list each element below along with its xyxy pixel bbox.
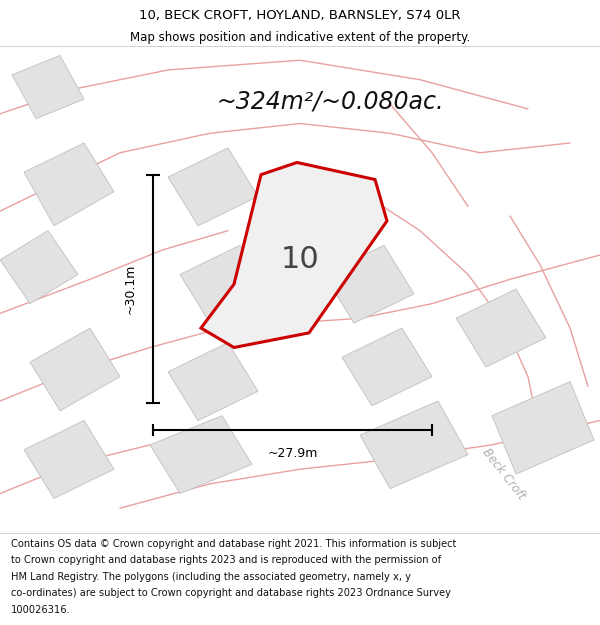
Text: ~27.9m: ~27.9m [268,448,317,460]
Text: ~30.1m: ~30.1m [124,264,137,314]
Text: co-ordinates) are subject to Crown copyright and database rights 2023 Ordnance S: co-ordinates) are subject to Crown copyr… [11,588,451,598]
Polygon shape [0,231,78,304]
Text: 10: 10 [281,246,319,274]
Text: 10, BECK CROFT, HOYLAND, BARNSLEY, S74 0LR: 10, BECK CROFT, HOYLAND, BARNSLEY, S74 0… [139,9,461,22]
Text: Contains OS data © Crown copyright and database right 2021. This information is : Contains OS data © Crown copyright and d… [11,539,456,549]
Polygon shape [12,56,84,119]
Text: HM Land Registry. The polygons (including the associated geometry, namely x, y: HM Land Registry. The polygons (includin… [11,572,411,582]
Text: Beck Croft: Beck Croft [480,446,528,503]
Polygon shape [492,382,594,474]
Text: to Crown copyright and database rights 2023 and is reproduced with the permissio: to Crown copyright and database rights 2… [11,556,441,566]
Polygon shape [24,143,114,226]
Text: 100026316.: 100026316. [11,605,70,615]
Polygon shape [168,342,258,421]
Polygon shape [324,245,414,323]
Polygon shape [456,289,546,367]
Polygon shape [24,421,114,498]
Polygon shape [30,328,120,411]
Polygon shape [342,328,432,406]
Polygon shape [201,162,387,348]
Polygon shape [180,245,270,323]
Text: ~324m²/~0.080ac.: ~324m²/~0.080ac. [216,89,444,114]
Text: Map shows position and indicative extent of the property.: Map shows position and indicative extent… [130,31,470,44]
Polygon shape [360,401,468,489]
Polygon shape [150,416,252,494]
Polygon shape [168,148,258,226]
